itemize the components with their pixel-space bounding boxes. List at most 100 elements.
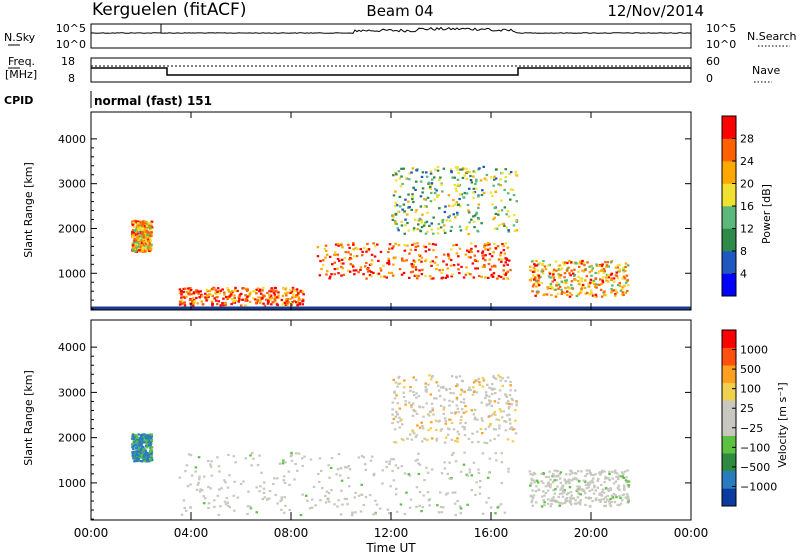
power-scatter-point bbox=[461, 167, 465, 170]
power-scatter-point bbox=[146, 222, 150, 225]
power-scatter-point bbox=[216, 287, 220, 290]
xtick-label: 04:00 bbox=[174, 526, 209, 540]
power-scatter-point bbox=[269, 298, 272, 301]
velocity-scatter-point bbox=[489, 400, 492, 403]
power-scatter-point bbox=[472, 191, 475, 194]
power-scatter-point bbox=[403, 210, 406, 213]
power-scatter-point bbox=[320, 267, 323, 271]
velocity-scatter-point bbox=[592, 492, 596, 495]
power-scatter-point bbox=[549, 276, 552, 279]
velocity-scatter-point bbox=[443, 461, 446, 464]
power-scatter-point bbox=[430, 191, 433, 195]
velocity-scatter-point bbox=[396, 402, 400, 405]
velocity-scatter-point bbox=[564, 498, 567, 501]
power-scatter-point bbox=[348, 258, 351, 261]
velocity-scatter-point bbox=[570, 479, 574, 482]
power-scatter-point bbox=[457, 183, 461, 186]
power-scatter-point bbox=[200, 300, 203, 303]
velocity-scatter-point bbox=[290, 454, 294, 457]
velocity-scatter-point bbox=[398, 407, 402, 410]
velocity-scatter-point bbox=[134, 443, 137, 446]
power-scatter-point bbox=[265, 298, 268, 301]
power-scatter-point bbox=[577, 293, 580, 296]
velocity-scatter-point bbox=[529, 484, 532, 487]
velocity-scatter-point bbox=[412, 402, 415, 405]
power-scatter-point bbox=[548, 272, 552, 275]
velocity-scatter-point bbox=[511, 428, 515, 431]
velocity-scatter-point bbox=[564, 473, 568, 476]
power-scatter-point bbox=[214, 292, 217, 295]
velocity-scatter-point bbox=[534, 490, 538, 493]
power-scatter-point bbox=[502, 277, 505, 280]
power-scatter-point bbox=[542, 293, 546, 297]
power-scatter-point bbox=[136, 220, 139, 223]
power-scatter-point bbox=[142, 245, 146, 248]
power-scatter-point bbox=[557, 287, 560, 290]
velocity-scatter-point bbox=[407, 473, 411, 476]
velocity-scatter-point bbox=[474, 493, 477, 497]
power-scatter-point bbox=[476, 250, 480, 253]
power-scatter-point bbox=[395, 222, 399, 226]
power-scatter-point bbox=[340, 265, 343, 269]
power-scatter-point bbox=[284, 288, 287, 291]
velocity-scatter-point bbox=[570, 494, 573, 497]
power-scatter-point bbox=[367, 248, 371, 251]
power-scatter-point bbox=[296, 301, 300, 304]
power-scatter-point bbox=[429, 187, 432, 190]
power-scatter-point bbox=[476, 267, 479, 270]
power-scatter-point bbox=[387, 263, 391, 266]
power-scatter-point bbox=[218, 292, 221, 295]
velocity-scatter-point bbox=[141, 456, 144, 459]
velocity-scatter-point bbox=[409, 389, 412, 392]
power-scatter-point bbox=[454, 166, 458, 169]
power-scatter-point bbox=[544, 268, 548, 271]
power-scatter-point bbox=[208, 289, 211, 292]
velocity-scatter-point bbox=[465, 410, 468, 413]
power-scatter-point bbox=[461, 176, 465, 180]
velocity-scatter-point bbox=[625, 476, 628, 479]
velocity-scatter-point bbox=[233, 480, 236, 483]
velocity-scatter-point bbox=[149, 458, 152, 461]
power-scatter-point bbox=[413, 242, 416, 245]
velocity-scatter-point bbox=[585, 472, 589, 475]
velocity-scatter-point bbox=[618, 494, 621, 498]
velocity-scatter-point bbox=[404, 400, 407, 403]
velocity-scatter-point bbox=[198, 490, 202, 493]
velocity-scatter-point bbox=[236, 496, 240, 499]
velocity-scatter-point bbox=[197, 481, 200, 484]
power-scatter-point bbox=[289, 297, 292, 301]
power-scatter-point bbox=[225, 295, 228, 299]
power-scatter-point bbox=[410, 262, 413, 266]
velocity-scatter-point bbox=[134, 433, 137, 437]
velocity-scatter-point bbox=[274, 493, 277, 497]
power-scatter-point bbox=[394, 171, 397, 174]
velocity-scatter-point bbox=[617, 474, 621, 477]
velocity-scatter-point bbox=[530, 499, 534, 502]
velocity-scatter-point bbox=[477, 440, 480, 443]
power-scatter-point bbox=[497, 183, 500, 186]
velocity-colorbar-tick-label: 100 bbox=[740, 383, 761, 396]
velocity-scatter-point bbox=[491, 383, 494, 386]
power-scatter-point bbox=[143, 229, 147, 232]
power-scatter-point bbox=[577, 262, 581, 265]
power-scatter-point bbox=[355, 255, 359, 258]
velocity-scatter-point bbox=[431, 409, 435, 412]
velocity-scatter-point bbox=[561, 487, 564, 490]
power-scatter-point bbox=[142, 228, 146, 231]
power-scatter-point bbox=[452, 199, 455, 202]
velocity-scatter-point bbox=[284, 504, 287, 507]
power-scatter-point bbox=[322, 259, 325, 262]
power-colorbar-tick-label: 4 bbox=[740, 268, 747, 281]
power-scatter-point bbox=[442, 253, 446, 256]
power-scatter-point bbox=[391, 274, 395, 277]
velocity-scatter-point bbox=[378, 507, 382, 510]
power-scatter-point bbox=[591, 281, 594, 284]
power-scatter-point bbox=[234, 299, 237, 302]
velocity-scatter-point bbox=[616, 477, 620, 480]
velocity-scatter-point bbox=[131, 454, 135, 457]
velocity-scatter-point bbox=[623, 488, 626, 491]
velocity-scatter-point bbox=[402, 395, 406, 399]
velocity-scatter-point bbox=[608, 470, 611, 473]
power-scatter-point bbox=[583, 264, 586, 267]
